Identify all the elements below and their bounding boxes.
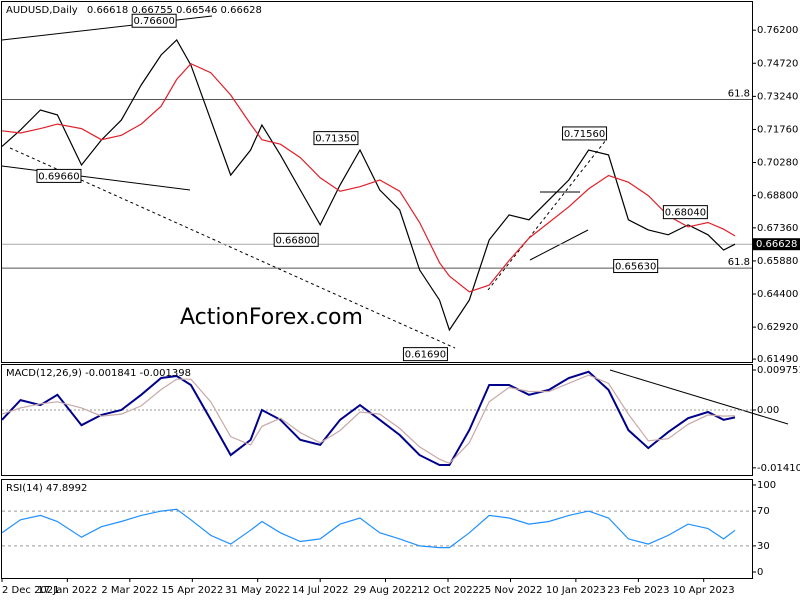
y-tick-label: 0 (757, 567, 763, 578)
x-tick-label: 14 Jul 2022 (292, 585, 349, 596)
y-tick-label: 0.64400 (757, 289, 798, 300)
rsi-reading: 47.8992 (46, 483, 87, 494)
price-annotation: 0.65630 (615, 262, 656, 273)
price-annotation: 0.66800 (276, 235, 317, 246)
rsi-title: RSI(14) (6, 483, 43, 494)
price-annotation-box (313, 131, 359, 146)
layout (1, 1, 789, 579)
level-label: 61.8 (728, 88, 750, 99)
series-line (1, 508, 736, 549)
price-annotation-box (273, 232, 319, 247)
macd-title: MACD(12,26,9) (6, 368, 82, 379)
y-tick-label: 0.68800 (757, 191, 798, 202)
main-panel (1, 1, 753, 363)
y-tick-label: 0.71760 (757, 124, 798, 135)
macd-reading: -0.001398 (140, 368, 191, 379)
price-annotation-box (562, 126, 608, 141)
series-line (1, 39, 736, 332)
price-annotation: 0.68040 (665, 208, 706, 219)
x-tick-label: 17 Jan 2022 (37, 585, 97, 596)
x-tick-label: 29 Aug 2022 (353, 585, 417, 596)
trendline (609, 369, 789, 425)
macd-header: MACD(12,26,9) -0.001841 -0.001398 (6, 368, 191, 379)
y-tick-label: 0.009751 (757, 365, 800, 376)
y-tick-label: 0.76200 (757, 25, 798, 36)
trendline (529, 229, 589, 261)
x-tick-label: 12 Oct 2022 (417, 585, 479, 596)
trendline (1, 15, 213, 41)
price-annotation: 0.71350 (315, 134, 356, 145)
price-annotation-box (662, 205, 708, 220)
y-tick-label: 30 (757, 541, 770, 552)
rsi-header: RSI(14) 47.8992 (6, 483, 87, 494)
price-annotation: 0.71560 (564, 129, 605, 140)
open: 0.66618 (87, 5, 128, 16)
y-tick-label: 100 (757, 480, 776, 491)
x-tick-label: 10 Jan 2023 (546, 585, 606, 596)
rsi-panel (1, 479, 753, 579)
close: 0.66628 (221, 5, 262, 16)
price-annotation: 0.69660 (38, 171, 79, 182)
symbol: AUDUSD,Daily (6, 5, 78, 16)
y-tick-label: 0.73240 (757, 91, 798, 102)
price-annotation: 0.76600 (133, 16, 174, 27)
x-tick-label: 23 Feb 2023 (607, 585, 669, 596)
y-tick-label: 0.62920 (757, 322, 798, 333)
y-tick-label: 0.65880 (757, 256, 798, 267)
y-tick-label: 0.67360 (757, 223, 798, 234)
y-tick-label: 0.61490 (757, 354, 798, 365)
macd-panel (1, 364, 753, 476)
trendline (487, 139, 607, 291)
x-tick-label: 15 Apr 2022 (161, 585, 223, 596)
x-tick-label: 2 Mar 2022 (101, 585, 158, 596)
level-label: 61.8 (728, 257, 750, 268)
series-line (1, 374, 736, 465)
macd-reading: -0.001841 (85, 368, 136, 379)
x-tick-label: 10 Apr 2023 (673, 585, 735, 596)
price-box-label: 0.66628 (756, 239, 797, 250)
x-tick-label: 2 Dec 2021 (2, 585, 60, 596)
price-annotation-box (131, 13, 177, 28)
y-tick-label: 0.74720 (757, 58, 798, 69)
trendline (1, 165, 191, 191)
price-annotation-box (613, 259, 659, 274)
y-tick-label: 0.70280 (757, 158, 798, 169)
low: 0.66546 (176, 5, 217, 16)
price-annotation-box (402, 347, 448, 362)
symbol-header: AUDUSD,Daily 0.66618 0.66755 0.66546 0.6… (6, 5, 262, 16)
x-tick-label: 31 May 2022 (225, 585, 290, 596)
series-line (1, 62, 736, 293)
high: 0.66755 (131, 5, 172, 16)
price-box (753, 238, 800, 251)
watermark: ActionForex.com (180, 305, 363, 330)
y-tick-label: 70 (757, 506, 770, 517)
y-tick-label: -0.014107 (757, 463, 800, 474)
y-tick-label: 0.00 (757, 405, 779, 416)
price-annotation: 0.61690 (405, 350, 446, 361)
x-tick-label: 25 Nov 2022 (478, 585, 542, 596)
price-annotation-box (36, 168, 82, 183)
